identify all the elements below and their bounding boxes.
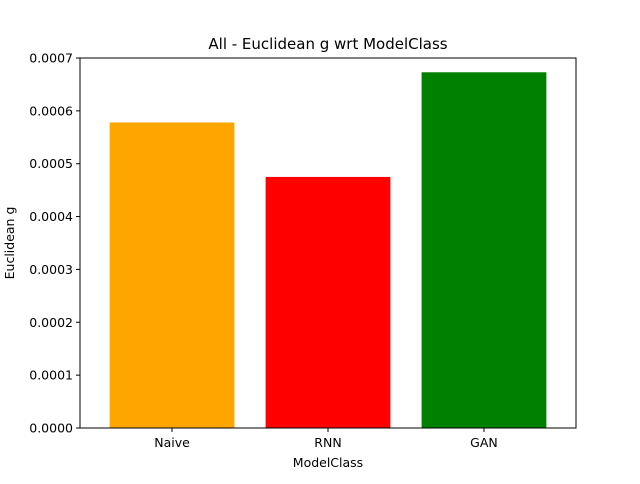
x-tick-label: RNN bbox=[314, 435, 341, 450]
y-axis-ticks: 0.0000 0.0001 0.0002 0.0003 0.0004 0.0005 0.00… bbox=[29, 51, 80, 436]
plot-frame bbox=[79, 57, 577, 429]
x-tick-label: GAN bbox=[470, 435, 498, 450]
y-tick-label: 0.0006 bbox=[29, 103, 73, 118]
chart-title: All - Euclidean g wrt ModelClass bbox=[208, 35, 447, 53]
bar-rnn bbox=[265, 176, 391, 428]
y-tick-label: 0.0003 bbox=[29, 262, 73, 277]
bar-naive bbox=[109, 122, 235, 428]
bar-gan bbox=[421, 72, 547, 429]
bars-layer bbox=[109, 72, 547, 429]
y-tick-label: 0.0007 bbox=[29, 51, 73, 66]
x-tick-label: Naive bbox=[154, 435, 190, 450]
y-tick-label: 0.0001 bbox=[29, 368, 73, 383]
x-axis-ticks: Naive RNN GAN bbox=[154, 428, 498, 450]
y-tick-label: 0.0005 bbox=[29, 156, 73, 171]
x-axis-label: ModelClass bbox=[293, 455, 363, 470]
y-tick-label: 0.0004 bbox=[29, 209, 73, 224]
y-axis-label: Euclidean g bbox=[2, 207, 17, 280]
y-tick-label: 0.0002 bbox=[29, 315, 73, 330]
y-tick-label: 0.0000 bbox=[29, 421, 73, 436]
